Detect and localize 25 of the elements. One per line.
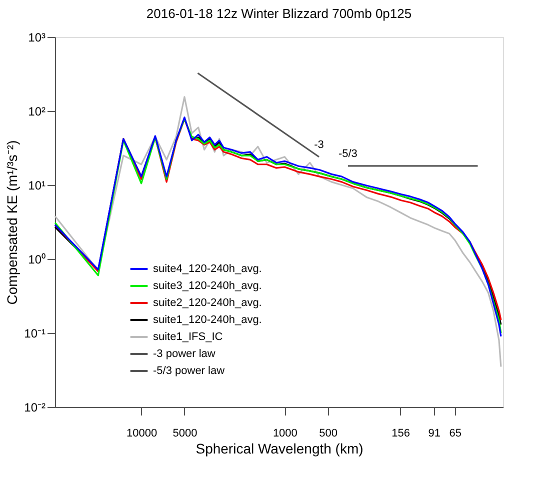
legend-label: -5/3 power law	[153, 365, 225, 377]
x-tick-label: 91	[428, 428, 441, 440]
x-tick-label: 10000	[126, 428, 158, 440]
legend-label: suite2_120-240h_avg.	[153, 297, 262, 309]
y-tick-label: 10³	[28, 30, 46, 44]
legend-label: suite1_120-240h_avg.	[153, 314, 262, 326]
x-tick-label: 65	[449, 428, 462, 440]
y-tick-label: 10⁻¹	[24, 326, 46, 340]
annotation: -5/3	[338, 148, 358, 160]
y-tick-label: 10²	[28, 104, 46, 118]
annotation: -3	[314, 138, 324, 151]
y-tick-label: 10⁰	[28, 252, 46, 266]
y-axis-title: Compensated KE (m¹/³s⁻²)	[4, 140, 20, 305]
x-tick-label: 500	[319, 428, 338, 440]
legend-label: -3 power law	[153, 348, 216, 360]
x-tick-label: 5000	[172, 428, 198, 440]
chart-title: 2016-01-18 12z Winter Blizzard 700mb 0p125	[146, 6, 412, 21]
y-tick-label: 10⁻²	[24, 400, 46, 414]
x-axis-title: Spherical Wavelength (km)	[196, 440, 364, 456]
legend-label: suite4_120-240h_avg.	[153, 263, 262, 275]
x-tick-label: 156	[392, 428, 410, 440]
y-tick-label: 10¹	[28, 178, 46, 192]
legend-label: suite1_IFS_IC	[153, 331, 223, 343]
x-tick-label: 1000	[272, 428, 298, 440]
legend-label: suite3_120-240h_avg.	[153, 280, 262, 292]
